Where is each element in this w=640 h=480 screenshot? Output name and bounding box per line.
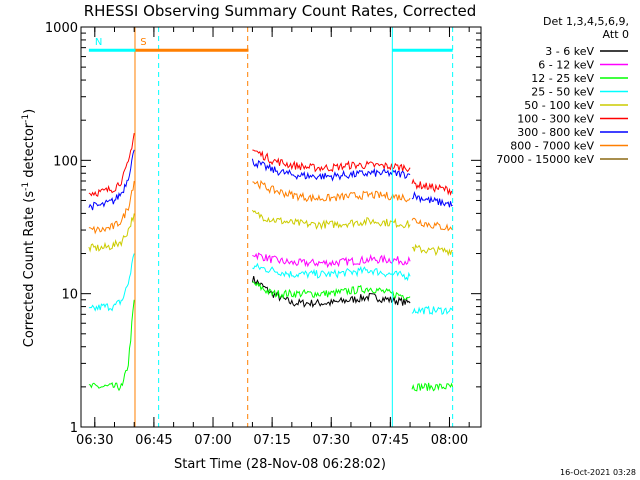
flag-label: S: [140, 37, 146, 48]
legend-label: 25 - 50 keV: [531, 86, 594, 99]
legend-label: 3 - 6 keV: [545, 45, 594, 58]
series-line: [88, 299, 135, 392]
series-line: [252, 252, 411, 269]
legend-label: 12 - 25 keV: [531, 72, 594, 85]
series-line: [411, 243, 453, 257]
y-tick-label: 1: [70, 421, 78, 436]
flag-label: N: [95, 37, 102, 48]
y-tick-label: 100: [53, 154, 78, 169]
y-tick-label: 10: [61, 288, 78, 303]
series-line: [411, 305, 454, 316]
series-line: [251, 158, 411, 182]
x-axis-label: Start Time (28-Nov-08 06:28:02): [174, 457, 386, 472]
series-line: [88, 213, 135, 253]
series-line: [88, 253, 135, 312]
series-line: [252, 149, 411, 173]
y-axis-label: Corrected Count Rate (s-1 detector-1): [21, 109, 37, 347]
plot-frame: [80, 26, 482, 428]
series-line: [252, 262, 411, 282]
legend-label: 6 - 12 keV: [538, 59, 594, 72]
chart-title: RHESSI Observing Summary Count Rates, Co…: [84, 2, 477, 20]
x-tick-label: 08:00: [431, 433, 468, 448]
legend-label: 7000 - 15000 keV: [496, 153, 594, 166]
x-tick-label: 06:30: [76, 433, 113, 448]
series-line: [88, 180, 135, 235]
legend-header-1: Det 1,3,4,5,6,9,: [543, 15, 629, 28]
legend-label: 800 - 7000 keV: [510, 140, 594, 153]
legend-header-2: Att 0: [603, 28, 629, 41]
series-line: [252, 281, 411, 300]
series-line: [88, 133, 135, 197]
x-tick-label: 07:15: [253, 433, 290, 448]
x-tick-label: 07:30: [313, 433, 350, 448]
series-line: [251, 276, 411, 309]
legend-label: 100 - 300 keV: [517, 113, 594, 126]
series-line: [252, 179, 411, 203]
x-tick-label: 07:00: [194, 433, 231, 448]
series-line: [251, 209, 411, 231]
series-line: [411, 217, 453, 232]
series-line: [88, 149, 135, 211]
x-tick-label: 06:45: [135, 433, 172, 448]
legend-label: 300 - 800 keV: [517, 126, 594, 139]
legend-label: 50 - 100 keV: [524, 99, 594, 112]
footer-timestamp: 16-Oct-2021 03:28: [560, 468, 636, 477]
y-tick-label: 1000: [45, 21, 78, 36]
series-line: [411, 190, 453, 208]
series-line: [411, 178, 453, 196]
x-tick-label: 07:45: [372, 433, 409, 448]
series-line: [411, 382, 454, 392]
